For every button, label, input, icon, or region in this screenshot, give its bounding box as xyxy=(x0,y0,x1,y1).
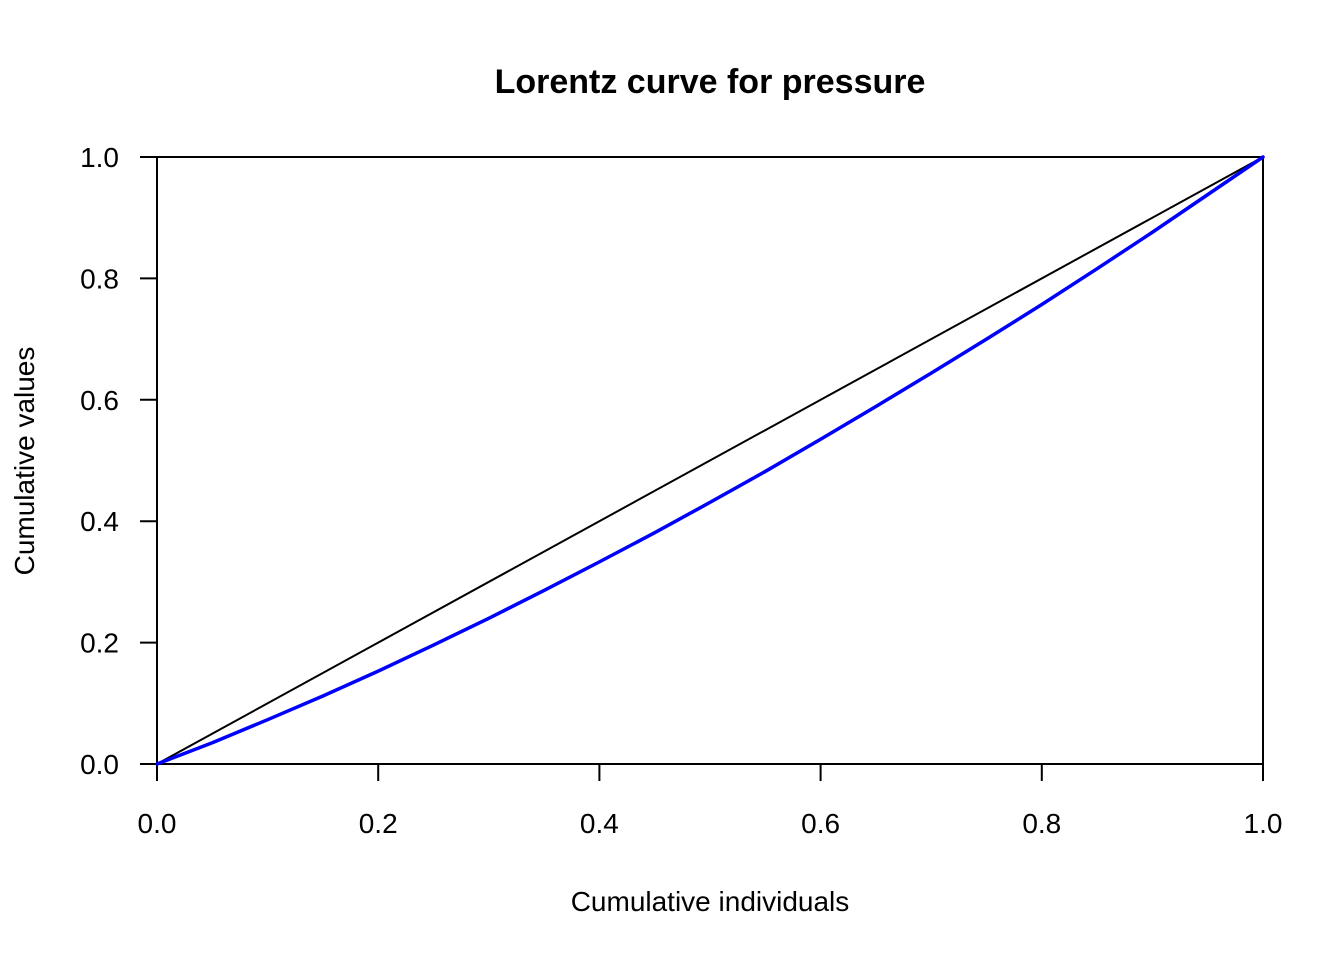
x-tick-label-0: 0.0 xyxy=(138,808,177,839)
x-tick-label-5: 1.0 xyxy=(1244,808,1283,839)
x-tick-label-3: 0.6 xyxy=(801,808,840,839)
y-tick-label-4: 0.8 xyxy=(80,263,119,294)
x-tick-label-2: 0.4 xyxy=(580,808,619,839)
x-tick-label-4: 0.8 xyxy=(1022,808,1061,839)
y-tick-label-3: 0.6 xyxy=(80,385,119,416)
x-axis-title: Cumulative individuals xyxy=(571,886,850,917)
y-tick-label-0: 0.0 xyxy=(80,749,119,780)
y-axis-title: Cumulative values xyxy=(9,347,40,576)
y-tick-label-2: 0.4 xyxy=(80,506,119,537)
lorenz-curve xyxy=(155,155,1265,766)
plot-area: 0.0 0.2 0.4 0.6 0.8 1.0 0.0 0.2 0.4 0.6 0.8 1.0 xyxy=(80,142,1282,839)
equality-line xyxy=(156,156,1264,765)
y-tick-label-5: 1.0 xyxy=(80,142,119,173)
chart-title: Lorentz curve for pressure xyxy=(495,63,926,101)
plot-frame xyxy=(156,156,1264,765)
x-tick-label-1: 0.2 xyxy=(359,808,398,839)
y-tick-label-1: 0.2 xyxy=(80,628,119,659)
